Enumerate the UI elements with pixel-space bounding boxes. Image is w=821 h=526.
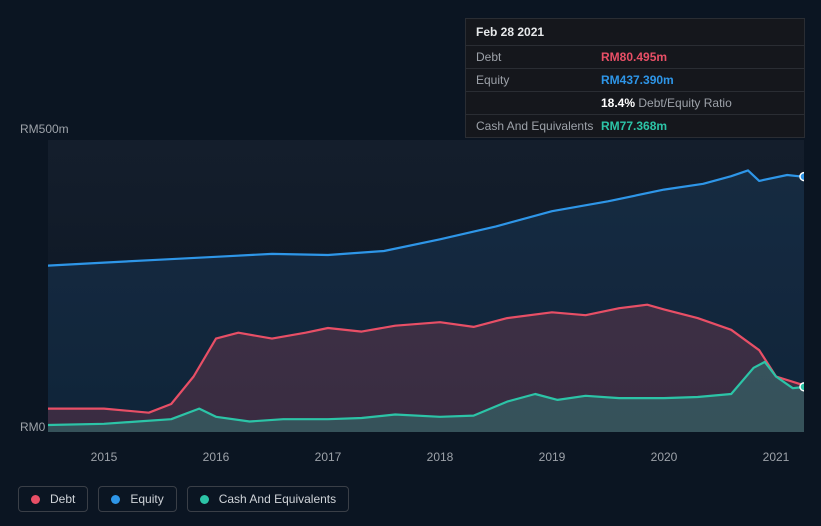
- legend-item-equity[interactable]: Equity: [98, 486, 176, 512]
- x-tick-label: 2016: [191, 450, 241, 464]
- legend-dot-icon: [31, 495, 40, 504]
- x-tick-label: 2021: [751, 450, 801, 464]
- legend-label: Debt: [50, 492, 75, 506]
- legend-item-debt[interactable]: Debt: [18, 486, 88, 512]
- x-tick-label: 2015: [79, 450, 129, 464]
- legend-label: Equity: [130, 492, 163, 506]
- ratio-txt: Debt/Equity Ratio: [638, 96, 731, 110]
- x-tick-label: 2017: [303, 450, 353, 464]
- tooltip-label: [476, 96, 601, 110]
- x-tick-label: 2020: [639, 450, 689, 464]
- legend: Debt Equity Cash And Equivalents: [18, 486, 349, 512]
- tooltip-value: 18.4% Debt/Equity Ratio: [601, 96, 794, 110]
- tooltip-date: Feb 28 2021: [466, 19, 804, 45]
- tooltip-row-ratio: 18.4% Debt/Equity Ratio: [466, 91, 804, 114]
- tooltip-label: Equity: [476, 73, 601, 87]
- tooltip-row-debt: Debt RM80.495m: [466, 45, 804, 68]
- tooltip-value: RM77.368m: [601, 119, 794, 133]
- area-chart: [48, 140, 804, 432]
- tooltip-label: Debt: [476, 50, 601, 64]
- legend-dot-icon: [200, 495, 209, 504]
- x-tick-label: 2019: [527, 450, 577, 464]
- tooltip-label: Cash And Equivalents: [476, 119, 601, 133]
- tooltip-value: RM80.495m: [601, 50, 794, 64]
- legend-dot-icon: [111, 495, 120, 504]
- tooltip-panel: Feb 28 2021 Debt RM80.495m Equity RM437.…: [465, 18, 805, 138]
- legend-label: Cash And Equivalents: [219, 492, 336, 506]
- ratio-pct: 18.4%: [601, 96, 635, 110]
- legend-item-cash[interactable]: Cash And Equivalents: [187, 486, 349, 512]
- tooltip-row-equity: Equity RM437.390m: [466, 68, 804, 91]
- y-tick-label: RM500m: [20, 122, 80, 136]
- tooltip-row-cash: Cash And Equivalents RM77.368m: [466, 114, 804, 137]
- x-tick-label: 2018: [415, 450, 465, 464]
- tooltip-value: RM437.390m: [601, 73, 794, 87]
